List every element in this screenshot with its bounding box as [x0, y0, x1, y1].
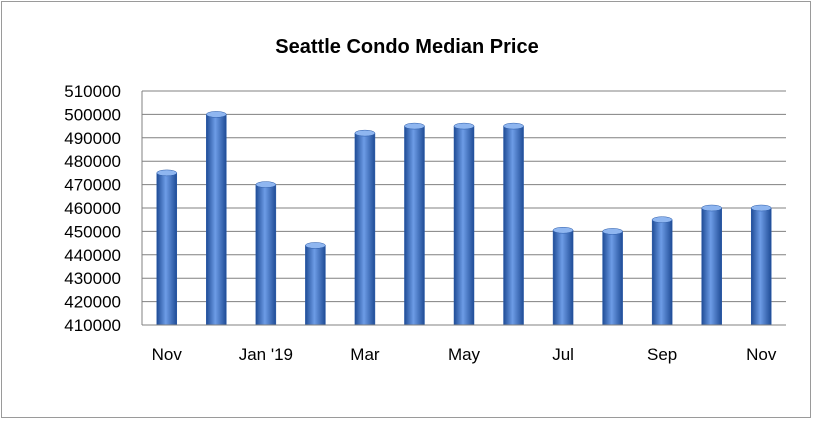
bar-12: [750, 207, 772, 326]
x-tick-label: Nov: [746, 345, 777, 364]
y-tick-label: 430000: [64, 269, 121, 288]
y-tick-label: 420000: [64, 293, 121, 312]
x-tick-label: Jan '19: [239, 345, 293, 364]
y-tick-label: 410000: [64, 316, 121, 335]
bar-top-7: [503, 122, 524, 130]
chart-title: Seattle Condo Median Price: [275, 36, 538, 58]
bar-series: [156, 111, 772, 326]
bar-2: [255, 184, 277, 326]
y-tick-label: 450000: [64, 222, 121, 241]
x-tick-label: Mar: [350, 345, 380, 364]
bar-top-4: [354, 129, 376, 137]
bar-top-10: [651, 216, 673, 223]
bar-top-0: [156, 169, 178, 177]
y-tick-label: 440000: [64, 246, 121, 265]
bar-0: [156, 172, 178, 326]
x-axis-tick-labels: Nov Jan '19 Mar May Jul Sep Nov: [152, 345, 777, 364]
bar-6: [453, 125, 475, 326]
bar-11: [701, 207, 722, 326]
x-tick-label: Jul: [552, 345, 574, 364]
y-axis-tick-labels: 510000 500000 490000 480000 470000 460000 4500…: [64, 82, 121, 335]
bar-top-5: [404, 122, 425, 130]
y-tick-label: 470000: [64, 176, 121, 195]
y-tick-label: 480000: [64, 152, 121, 171]
y-tick-label: 490000: [64, 129, 121, 148]
bar-top-6: [453, 122, 475, 130]
bar-10: [651, 219, 673, 326]
bar-8: [552, 229, 574, 326]
x-tick-label: Nov: [152, 345, 183, 364]
y-tick-label: 500000: [64, 105, 121, 124]
bar-1: [206, 114, 227, 326]
bar-5: [404, 125, 425, 326]
x-tick-label: Sep: [647, 345, 677, 364]
bar-top-3: [305, 242, 326, 249]
bar-3: [305, 245, 326, 326]
bar-top-9: [602, 228, 623, 235]
y-tick-label: 510000: [64, 82, 121, 101]
y-tick-label: 460000: [64, 199, 121, 218]
bar-9: [602, 231, 623, 326]
bar-top-11: [701, 204, 722, 212]
bar-4: [354, 132, 376, 326]
bar-top-1: [206, 111, 227, 118]
bar-top-2: [255, 181, 277, 188]
bar-top-8: [552, 226, 574, 234]
x-tick-label: May: [448, 345, 481, 364]
bar-7: [503, 125, 524, 326]
bar-top-12: [750, 204, 772, 212]
